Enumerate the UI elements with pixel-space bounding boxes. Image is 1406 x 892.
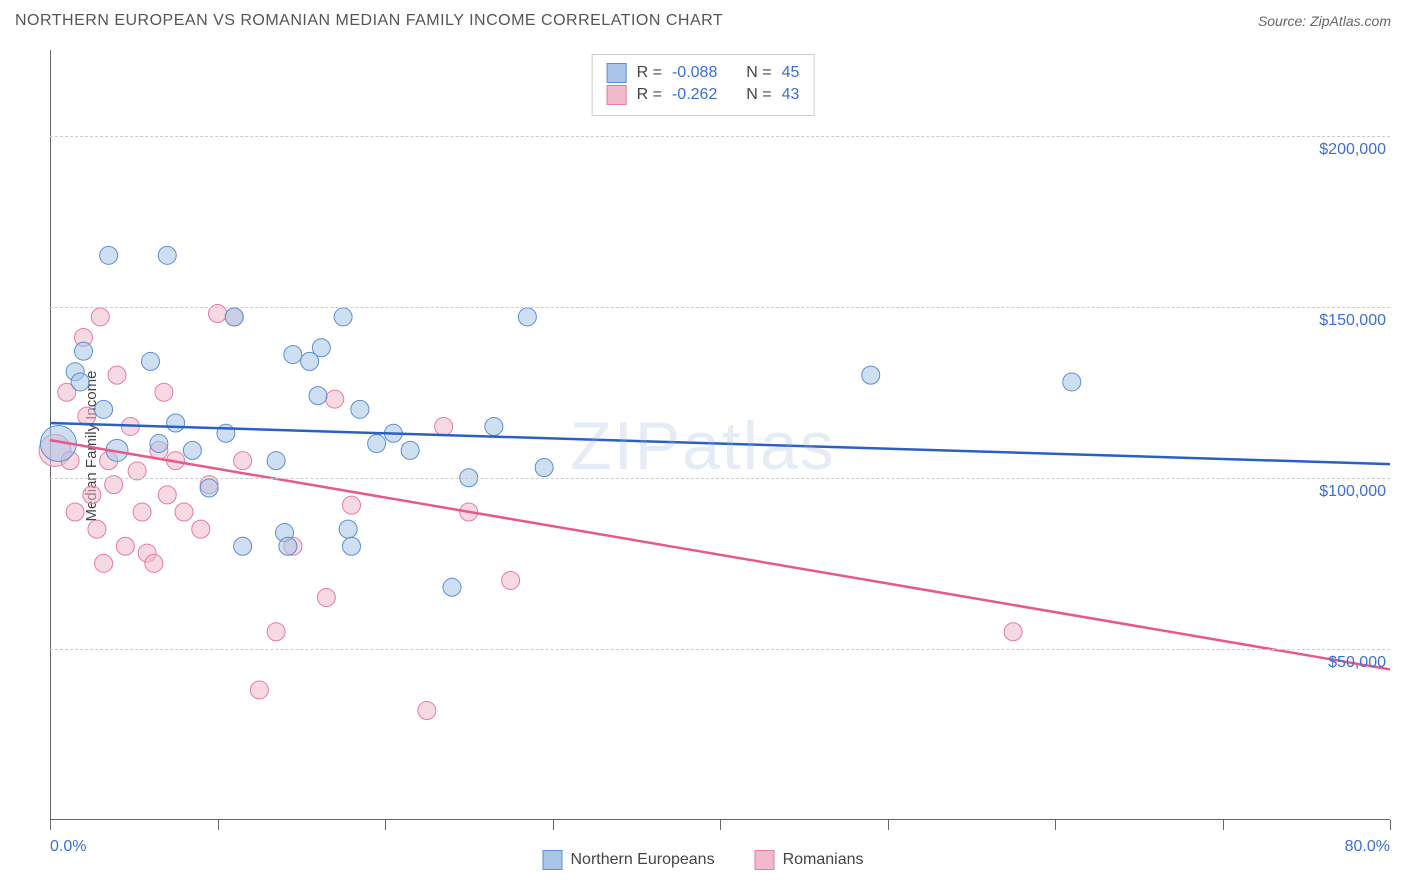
x-tick <box>1223 820 1224 830</box>
scatter-point <box>88 520 106 538</box>
scatter-point <box>155 383 173 401</box>
r-value: -0.088 <box>672 64 717 82</box>
scatter-point <box>326 390 344 408</box>
scatter-point <box>267 452 285 470</box>
regression-line <box>50 440 1390 669</box>
scatter-point <box>133 503 151 521</box>
scatter-point <box>1063 373 1081 391</box>
scatter-point <box>309 387 327 405</box>
legend-swatch <box>607 63 627 83</box>
scatter-point <box>183 441 201 459</box>
scatter-point <box>95 554 113 572</box>
scatter-point <box>418 701 436 719</box>
legend-label: Romanians <box>783 851 864 869</box>
scatter-point <box>66 503 84 521</box>
x-tick <box>720 820 721 830</box>
scatter-point <box>317 589 335 607</box>
x-tick <box>1390 820 1391 830</box>
legend-swatch <box>607 85 627 105</box>
scatter-point <box>158 486 176 504</box>
scatter-point <box>250 681 268 699</box>
x-tick <box>1055 820 1056 830</box>
scatter-point <box>108 366 126 384</box>
scatter-point <box>71 373 89 391</box>
scatter-point <box>175 503 193 521</box>
gridline-h <box>50 136 1390 137</box>
scatter-point <box>91 308 109 326</box>
x-tick-label: 0.0% <box>50 838 86 856</box>
scatter-point <box>443 578 461 596</box>
scatter-point <box>339 520 357 538</box>
scatter-point <box>368 435 386 453</box>
scatter-point <box>158 246 176 264</box>
x-tick <box>218 820 219 830</box>
scatter-point <box>225 308 243 326</box>
y-tick-label: $50,000 <box>1328 654 1386 672</box>
scatter-point <box>502 571 520 589</box>
scatter-point <box>485 417 503 435</box>
scatter-point <box>343 496 361 514</box>
chart-container: NORTHERN EUROPEAN VS ROMANIAN MEDIAN FAM… <box>0 0 1406 892</box>
r-label: R = <box>637 64 662 82</box>
scatter-point <box>1004 623 1022 641</box>
stats-legend: R = -0.088 N = 45 R = -0.262 N = 43 <box>592 54 815 116</box>
scatter-point <box>279 537 297 555</box>
x-tick <box>888 820 889 830</box>
gridline-h <box>50 478 1390 479</box>
x-tick <box>50 820 51 830</box>
scatter-point <box>167 414 185 432</box>
scatter-point <box>435 417 453 435</box>
scatter-point <box>334 308 352 326</box>
scatter-point <box>145 554 163 572</box>
stats-row: R = -0.262 N = 43 <box>607 85 800 105</box>
scatter-point <box>234 452 252 470</box>
scatter-point <box>535 459 553 477</box>
y-tick-label: $150,000 <box>1319 312 1386 330</box>
scatter-point <box>75 342 93 360</box>
scatter-point <box>401 441 419 459</box>
header: NORTHERN EUROPEAN VS ROMANIAN MEDIAN FAM… <box>0 0 1406 42</box>
r-label: R = <box>637 86 662 104</box>
scatter-point <box>95 400 113 418</box>
scatter-point <box>518 308 536 326</box>
chart-source: Source: ZipAtlas.com <box>1258 13 1391 29</box>
scatter-point <box>192 520 210 538</box>
scatter-point <box>150 435 168 453</box>
legend-swatch <box>542 850 562 870</box>
legend-item: Romanians <box>755 850 864 870</box>
y-tick-label: $200,000 <box>1319 141 1386 159</box>
legend-label: Northern Europeans <box>570 851 714 869</box>
scatter-point <box>234 537 252 555</box>
stats-row: R = -0.088 N = 45 <box>607 63 800 83</box>
scatter-point <box>351 400 369 418</box>
n-value: 43 <box>782 86 800 104</box>
legend-item: Northern Europeans <box>542 850 714 870</box>
gridline-h <box>50 649 1390 650</box>
x-tick <box>553 820 554 830</box>
scatter-point <box>100 246 118 264</box>
x-tick <box>385 820 386 830</box>
scatter-point <box>267 623 285 641</box>
scatter-point <box>284 346 302 364</box>
n-value: 45 <box>782 64 800 82</box>
n-label: N = <box>746 64 771 82</box>
scatter-point <box>142 352 160 370</box>
scatter-point <box>78 407 96 425</box>
gridline-h <box>50 307 1390 308</box>
scatter-point <box>200 479 218 497</box>
scatter-point <box>83 486 101 504</box>
chart-title: NORTHERN EUROPEAN VS ROMANIAN MEDIAN FAM… <box>15 12 723 30</box>
r-value: -0.262 <box>672 86 717 104</box>
y-tick-label: $100,000 <box>1319 483 1386 501</box>
series-legend: Northern Europeans Romanians <box>542 850 863 870</box>
chart-svg <box>50 50 1390 820</box>
x-tick-label: 80.0% <box>1345 838 1390 856</box>
scatter-point <box>312 339 330 357</box>
legend-swatch <box>755 850 775 870</box>
scatter-point <box>116 537 134 555</box>
n-label: N = <box>746 86 771 104</box>
scatter-point <box>343 537 361 555</box>
scatter-point <box>862 366 880 384</box>
